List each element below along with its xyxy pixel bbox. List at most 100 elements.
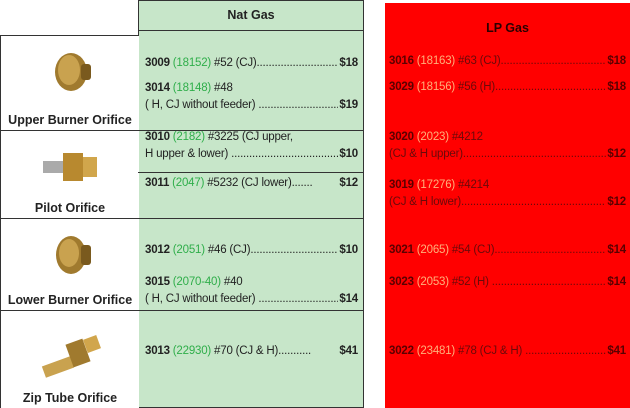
price: $18 — [339, 57, 358, 74]
entry-line: ( H, CJ without feeder) ................… — [145, 293, 358, 310]
part-ref: (22930) — [173, 345, 211, 357]
entry-desc: #3225 (CJ upper, — [208, 131, 293, 143]
product-label: Lower Burner Orifice — [1, 293, 139, 307]
entry-line: 3011 (2047) #5232 (CJ lower).......$12 — [145, 177, 358, 194]
price: $18 — [607, 81, 626, 98]
entry-line: 3009 (18152) #52 (CJ)...................… — [145, 57, 358, 74]
part-ref: (18163) — [417, 55, 455, 67]
entry-text: 3012 (2051) #46 (CJ)....................… — [145, 244, 338, 261]
part-code: 3010 — [145, 131, 170, 143]
entry-line: 3029 (18156) #56 (H)....................… — [389, 81, 626, 98]
entry-line: 3023 (2053) #52 (H) ....................… — [389, 276, 626, 293]
product-image — [41, 323, 101, 383]
entry-text: 3029 (18156) #56 (H)....................… — [389, 81, 606, 98]
row-rule — [138, 218, 364, 219]
product-image — [41, 137, 101, 197]
price: $14 — [607, 244, 626, 261]
entry-text: 3013 (22930) #70 (CJ & H)........... — [145, 345, 338, 362]
product-label: Zip Tube Orifice — [1, 391, 139, 405]
part-code: 3011 — [145, 177, 169, 189]
part-ref: (2182) — [173, 131, 205, 143]
entry-text: 3009 (18152) #52 (CJ)...................… — [145, 57, 338, 74]
entry-line: H upper & lower) .......................… — [145, 148, 358, 165]
product-image — [41, 225, 101, 285]
product-image — [41, 42, 101, 102]
part-code: 3020 — [389, 131, 414, 143]
part-code: 3021 — [389, 244, 414, 256]
entry-text: (CJ & H lower)..........................… — [389, 196, 606, 213]
part-ref: (17276) — [417, 179, 455, 191]
part-ref: (2047) — [172, 177, 204, 189]
entry-line: 3015 (2070-40) #40 — [145, 276, 358, 293]
price: $41 — [339, 345, 358, 362]
entry-text: 3020 (2023) #4212 — [389, 131, 626, 148]
part-ref: (23481) — [417, 345, 455, 357]
header-rule — [138, 30, 364, 31]
entry-line: 3016 (18163) #63 (CJ)...................… — [389, 55, 626, 72]
entry-text: 3014 (18148) #48 — [145, 82, 358, 99]
entry-text: 3011 (2047) #5232 (CJ lower)....... — [145, 177, 338, 194]
row-rule — [138, 310, 364, 311]
entry-text: 3022 (23481) #78 (CJ & H) ..............… — [389, 345, 606, 362]
entry-line: 3022 (23481) #78 (CJ & H) ..............… — [389, 345, 626, 362]
entry-desc: #54 (CJ)................................… — [452, 244, 607, 256]
part-ref: (18148) — [173, 82, 211, 94]
entry-line: 3013 (22930) #70 (CJ & H)...........$41 — [145, 345, 358, 362]
page: Nat Gas LP Gas Upper Burner Orifice3009 … — [0, 0, 630, 408]
price: $14 — [607, 276, 626, 293]
entry-desc: H upper & lower) .......................… — [145, 148, 338, 160]
price: $12 — [607, 196, 626, 213]
entry-line: 3019 (17276) #4214 — [389, 179, 626, 196]
product-label: Upper Burner Orifice — [1, 113, 139, 127]
entry-line: 3012 (2051) #46 (CJ)....................… — [145, 244, 358, 261]
part-code: 3029 — [389, 81, 414, 93]
entry-text: 3019 (17276) #4214 — [389, 179, 626, 196]
price: $12 — [607, 148, 626, 165]
entry-desc: #4214 — [458, 179, 489, 191]
entry-desc: #4212 — [452, 131, 483, 143]
entry-line: 3014 (18148) #48 — [145, 82, 358, 99]
entry-desc: ( H, CJ without feeder) ................… — [145, 99, 338, 111]
part-code: 3013 — [145, 345, 170, 357]
entry-desc: #5232 (CJ lower)....... — [207, 177, 312, 189]
entry-text: 3023 (2053) #52 (H) ....................… — [389, 276, 606, 293]
part-code: 3016 — [389, 55, 414, 67]
part-ref: (18156) — [417, 81, 455, 93]
entry-desc: #56 (H).................................… — [458, 81, 606, 93]
price: $41 — [607, 345, 626, 362]
entry-desc: #46 (CJ)................................… — [208, 244, 339, 256]
price: $18 — [607, 55, 626, 72]
product-cell: Zip Tube Orifice — [0, 310, 139, 408]
entry-text: ( H, CJ without feeder) ................… — [145, 99, 338, 116]
entry-desc: #78 (CJ & H) ...........................… — [458, 345, 606, 357]
price: $14 — [339, 293, 358, 310]
entry-text: 3021 (2065) #54 (CJ)....................… — [389, 244, 606, 261]
entry-desc: #63 (CJ)................................… — [458, 55, 606, 67]
entry-line: 3010 (2182) #3225 (CJ upper, — [145, 131, 358, 148]
entry-line: ( H, CJ without feeder) ................… — [145, 99, 358, 116]
part-code: 3019 — [389, 179, 414, 191]
part-code: 3009 — [145, 57, 170, 69]
entry-text: ( H, CJ without feeder) ................… — [145, 293, 338, 310]
entry-text: 3016 (18163) #63 (CJ)...................… — [389, 55, 606, 72]
product-label: Pilot Orifice — [1, 201, 139, 215]
price: $10 — [339, 148, 358, 165]
part-code: 3014 — [145, 82, 170, 94]
entry-desc: #52 (H) ................................… — [452, 276, 607, 288]
price: $12 — [339, 177, 358, 194]
entry-text: 3015 (2070-40) #40 — [145, 276, 358, 293]
entry-line: (CJ & H lower)..........................… — [389, 196, 626, 213]
part-ref: (2051) — [173, 244, 205, 256]
product-cell: Pilot Orifice — [0, 130, 139, 219]
product-cell: Upper Burner Orifice — [0, 35, 139, 131]
entry-desc: ( H, CJ without feeder) ................… — [145, 293, 338, 305]
part-code: 3012 — [145, 244, 170, 256]
part-ref: (2053) — [417, 276, 449, 288]
sub-rule — [138, 172, 364, 173]
entry-desc: #40 — [224, 276, 243, 288]
entry-desc: #70 (CJ & H)........... — [214, 345, 311, 357]
entry-line: 3020 (2023) #4212 — [389, 131, 626, 148]
price: $19 — [339, 99, 358, 116]
entry-text: (CJ & H upper)..........................… — [389, 148, 606, 165]
lp-gas-header: LP Gas — [385, 21, 630, 35]
